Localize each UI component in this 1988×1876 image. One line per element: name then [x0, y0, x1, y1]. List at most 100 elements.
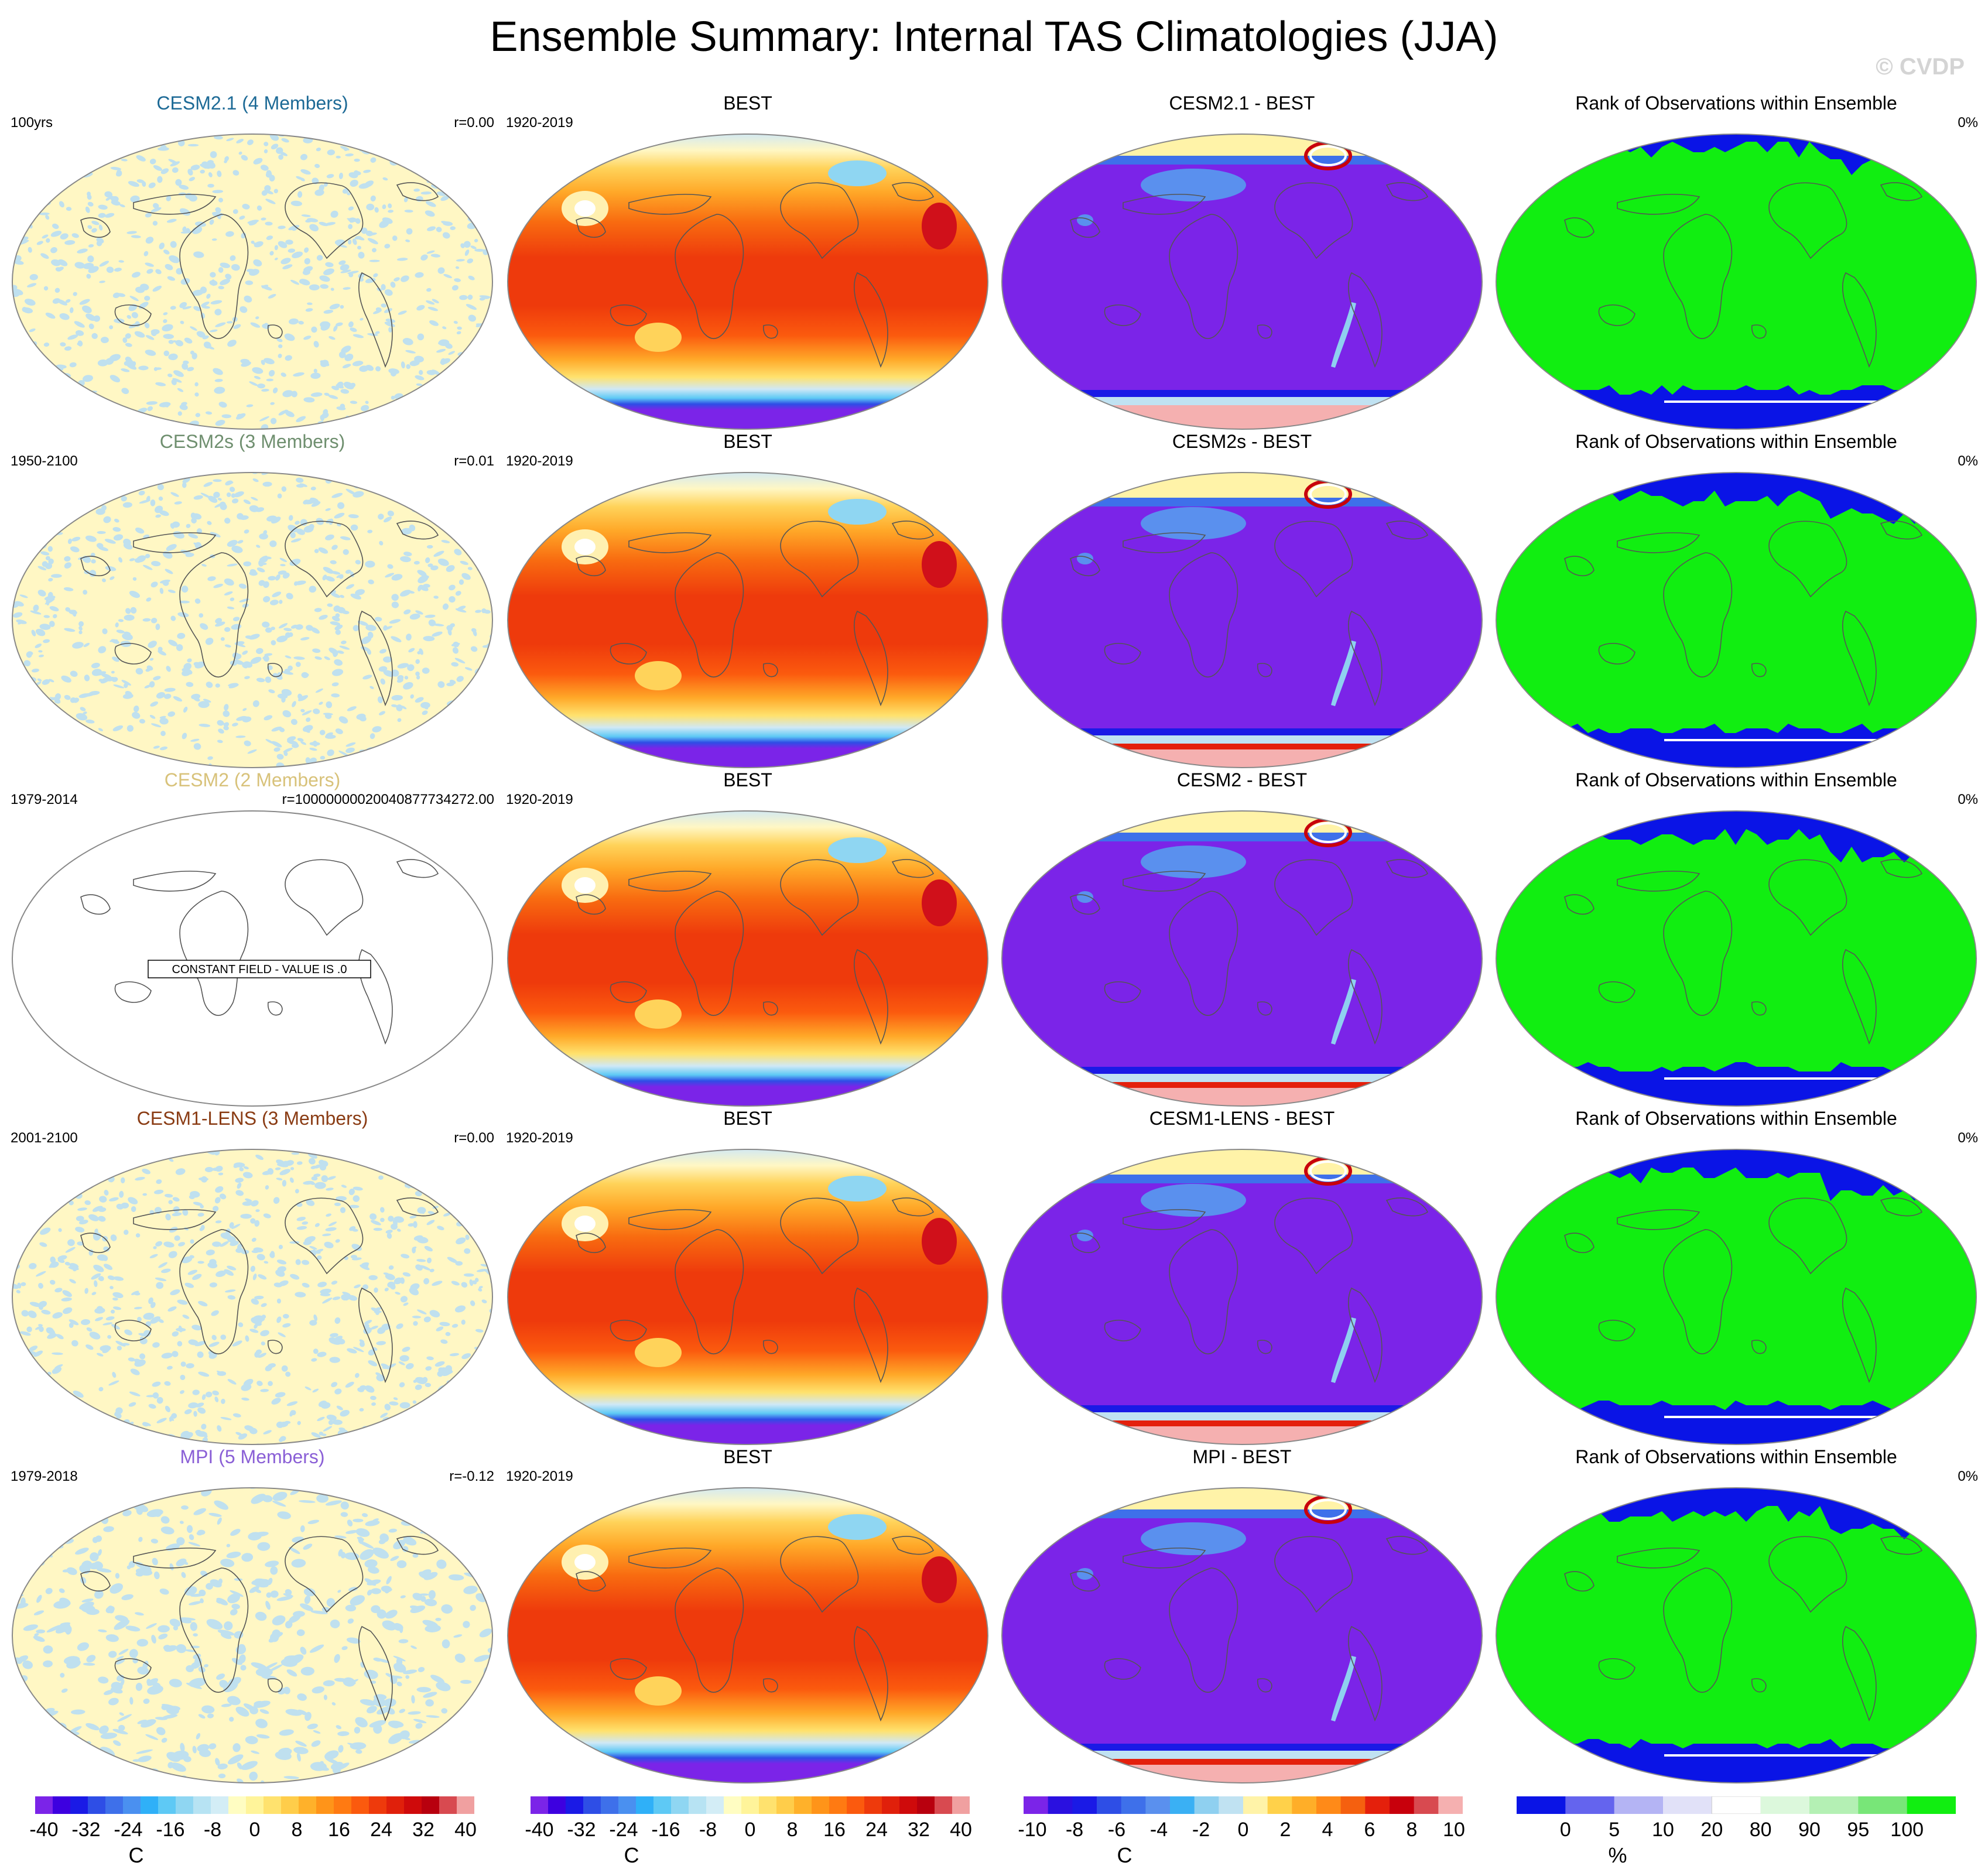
panel-left-label: 1979-2014 — [11, 792, 78, 807]
map-rank — [1496, 472, 1977, 768]
panel-title-rank: Rank of Observations within Ensemble — [1575, 769, 1897, 790]
colorbar-swatch — [1316, 1796, 1342, 1814]
colorbar-swatch — [1194, 1796, 1219, 1814]
figure-title: Ensemble Summary: Internal TAS Climatolo… — [490, 13, 1498, 60]
colorbar-tick-label: 8 — [291, 1819, 303, 1841]
colorbar-tick-label: -16 — [156, 1819, 185, 1841]
panel-left-label: 1920-2019 — [506, 1468, 573, 1484]
colorbar-swatch — [829, 1796, 847, 1814]
colorbar-tick-label: 80 — [1749, 1819, 1772, 1841]
colorbar-swatch — [53, 1796, 71, 1814]
colorbar-tick-label: 90 — [1798, 1819, 1821, 1841]
colorbar-swatch — [601, 1796, 619, 1814]
colorbar-swatch — [211, 1796, 229, 1814]
colorbar-swatch — [531, 1796, 549, 1814]
colorbar-swatch — [351, 1796, 369, 1814]
colorbar-swatch — [671, 1796, 689, 1814]
colorbar-tick-label: 0 — [1237, 1819, 1249, 1841]
colorbar-swatch — [1267, 1796, 1292, 1814]
panel-title-obs: BEST — [723, 1446, 772, 1467]
colorbar-tick-label: 20 — [1700, 1819, 1723, 1841]
colorbar-swatch — [369, 1796, 387, 1814]
colorbar-swatch — [759, 1796, 777, 1814]
map-ens: CONSTANT FIELD - VALUE IS .0 — [12, 810, 493, 1107]
colorbar-swatch — [1365, 1796, 1390, 1814]
watermark: © CVDP — [1876, 54, 1965, 80]
panel-left-label: 1920-2019 — [506, 453, 573, 469]
map-diff — [1001, 1487, 1483, 1783]
panel-title-rank: Rank of Observations within Ensemble — [1575, 1446, 1897, 1467]
colorbar-tick-label: 8 — [1406, 1819, 1418, 1841]
panel-title-diff: CESM2 - BEST — [1176, 769, 1308, 790]
colorbar-swatch — [724, 1796, 742, 1814]
colorbar-swatch — [1614, 1796, 1664, 1814]
map-obs — [507, 133, 988, 430]
panel-right-label: 0% — [1958, 453, 1978, 469]
colorbar-swatch — [566, 1796, 584, 1814]
colorbar-swatch — [123, 1796, 141, 1814]
colorbar-tick-label: 5 — [1609, 1819, 1620, 1841]
colorbar-rank — [1517, 1796, 1956, 1814]
colorbar-tick-label: 16 — [328, 1819, 350, 1841]
colorbar-tick-label: 6 — [1364, 1819, 1375, 1841]
colorbar-swatch — [88, 1796, 106, 1814]
colorbar-tick-label: -2 — [1192, 1819, 1210, 1841]
colorbar-swatch — [847, 1796, 865, 1814]
colorbar-tick-label: 0 — [744, 1819, 756, 1841]
panel-right-label: r=10000000020040877734272.00 — [282, 792, 494, 807]
colorbar-swatch — [653, 1796, 672, 1814]
colorbar-swatch — [776, 1796, 795, 1814]
panel-title-obs: BEST — [723, 769, 772, 790]
colorbar-swatch — [1390, 1796, 1415, 1814]
colorbar-ens — [35, 1796, 474, 1814]
colorbar-swatch — [882, 1796, 900, 1814]
panel-title-rank: Rank of Observations within Ensemble — [1575, 1108, 1897, 1129]
colorbar-tick-label: -6 — [1107, 1819, 1126, 1841]
colorbar-swatch — [1340, 1796, 1366, 1814]
panel-right-label: r=0.01 — [454, 453, 494, 469]
colorbar-tick-label: -8 — [1065, 1819, 1084, 1841]
colorbar-swatch — [794, 1796, 812, 1814]
panel-title-ens: CESM2.1 (4 Members) — [156, 93, 348, 114]
colorbar-swatch — [1711, 1796, 1761, 1814]
colorbar-swatch — [1663, 1796, 1712, 1814]
map-ens — [12, 472, 493, 768]
panel-title-ens: CESM2 (2 Members) — [164, 769, 341, 790]
panel-title-diff: CESM2s - BEST — [1172, 431, 1312, 452]
panel-right-label: 0% — [1958, 1468, 1978, 1484]
colorbar-tick-label: 24 — [370, 1819, 392, 1841]
panel-right-label: r=0.00 — [454, 1130, 494, 1146]
map-rank — [1496, 1487, 1977, 1783]
map-rank — [1496, 133, 1977, 430]
colorbar-swatch — [812, 1796, 830, 1814]
colorbar-swatch — [864, 1796, 882, 1814]
panel-right-label: r=0.00 — [454, 115, 494, 131]
map-ens — [12, 1487, 493, 1783]
colorbar-swatch — [404, 1796, 422, 1814]
panel-left-label: 1920-2019 — [506, 115, 573, 131]
colorbar-swatch — [1809, 1796, 1859, 1814]
constant-field-text: CONSTANT FIELD - VALUE IS .0 — [172, 963, 347, 976]
constant-field-note: CONSTANT FIELD - VALUE IS .0 — [148, 960, 371, 978]
colorbar-swatch — [246, 1796, 264, 1814]
map-rank — [1496, 1149, 1977, 1445]
map-diff — [1001, 133, 1483, 430]
panel-title-diff: CESM1-LENS - BEST — [1149, 1108, 1335, 1129]
colorbar-swatch — [636, 1796, 654, 1814]
colorbar-unit: C — [1117, 1843, 1132, 1867]
colorbar-swatch — [334, 1796, 352, 1814]
panel-right-label: 0% — [1958, 792, 1978, 807]
colorbar-tick-label: -10 — [1018, 1819, 1047, 1841]
colorbar-swatch — [264, 1796, 282, 1814]
panel-left-label: 1950-2100 — [11, 453, 78, 469]
colorbar-swatch — [1292, 1796, 1317, 1814]
colorbar-swatch — [706, 1796, 724, 1814]
colorbar-tick-label: 10 — [1652, 1819, 1674, 1841]
colorbar-unit: C — [128, 1843, 144, 1867]
colorbar-swatch — [299, 1796, 317, 1814]
colorbar-swatch — [1858, 1796, 1908, 1814]
panel-right-label: 0% — [1958, 115, 1978, 131]
panel-title-obs: BEST — [723, 93, 772, 114]
colorbar-tick-label: 32 — [412, 1819, 434, 1841]
colorbar-swatch — [439, 1796, 457, 1814]
